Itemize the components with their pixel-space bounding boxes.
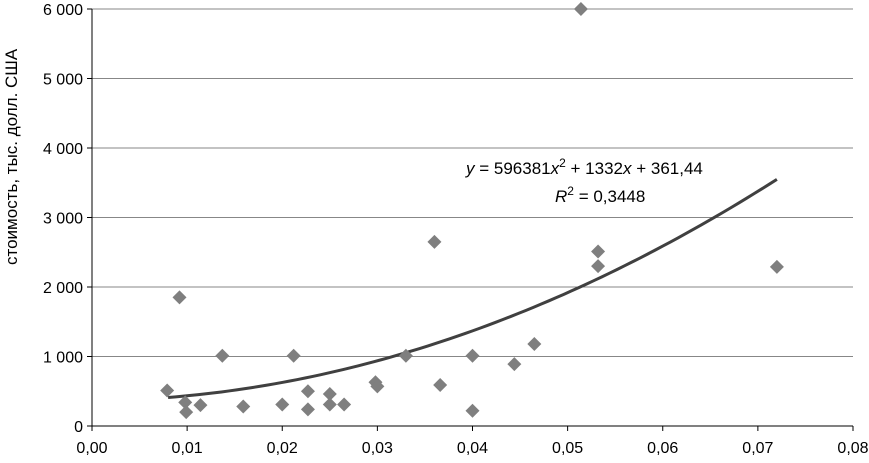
x-tick-label: 0,02 [267,440,298,457]
eq-x2: x [622,159,632,178]
y-tick-label: 3 000 [43,211,83,228]
y-ticks [87,8,92,427]
x-tick-label: 0,05 [552,440,583,457]
data-point [179,405,194,420]
y-axis-title: стоимость, тыс. долл. США [2,48,21,265]
data-point [322,397,337,412]
data-point [465,403,480,418]
y-gridlines [92,8,853,357]
data-point [300,384,315,399]
data-point [337,397,352,412]
data-point [172,290,187,305]
data-point [433,377,448,392]
data-point [236,399,251,414]
data-point [275,397,290,412]
eq-y: y [465,159,476,178]
trendline [167,178,778,399]
x-tick-label: 0,01 [172,440,203,457]
y-tick-label: 1 000 [43,350,83,367]
x-tick-label: 0,08 [837,440,868,457]
r2-value: = 0,3448 [574,187,645,206]
eq-a: = 596381 [475,159,551,178]
data-point [427,234,442,249]
y-tick-label: 6 000 [43,2,83,19]
data-point [215,348,230,363]
eq-x1: x [550,159,560,178]
y-tick-label: 4 000 [43,141,83,158]
x-tick-label: 0,06 [647,440,678,457]
x-tick-label: 0,03 [362,440,393,457]
data-point [193,398,208,413]
x-tick-label: 0,00 [76,440,107,457]
trendline-equation: y = 596381x2 + 1332x + 361,44 [465,156,703,178]
eq-b: + 1332 [566,159,623,178]
data-point [178,395,193,410]
r-squared: R2 = 0,3448 [555,184,645,206]
data-point [507,357,522,372]
r2-exp: 2 [567,184,574,198]
eq-exp: 2 [559,156,566,170]
x-tick-label: 0,07 [742,440,773,457]
x-tick-label: 0,04 [457,440,488,457]
data-point [370,379,385,394]
y-tick-label: 2 000 [43,280,83,297]
x-tick-labels: 0,00 0,01 0,02 0,03 0,04 0,05 0,06 0,07 0,08 [76,440,868,457]
data-point [160,383,175,398]
data-point [591,259,606,274]
x-ticks [91,426,854,431]
y-tick-label: 0 [74,419,83,436]
data-point [527,336,542,351]
data-point [300,402,315,417]
data-point [769,259,784,274]
data-point [286,348,301,363]
y-tick-label: 5 000 [43,72,83,89]
data-point [591,244,606,259]
eq-c: + 361,44 [632,159,703,178]
data-point [398,348,413,363]
data-point [322,387,337,402]
data-points [160,2,784,420]
data-point [465,348,480,363]
data-point [573,2,588,16]
r2-r: R [555,187,567,206]
y-tick-labels: 0 1 000 2 000 3 000 4 000 5 000 6 000 [43,2,83,436]
